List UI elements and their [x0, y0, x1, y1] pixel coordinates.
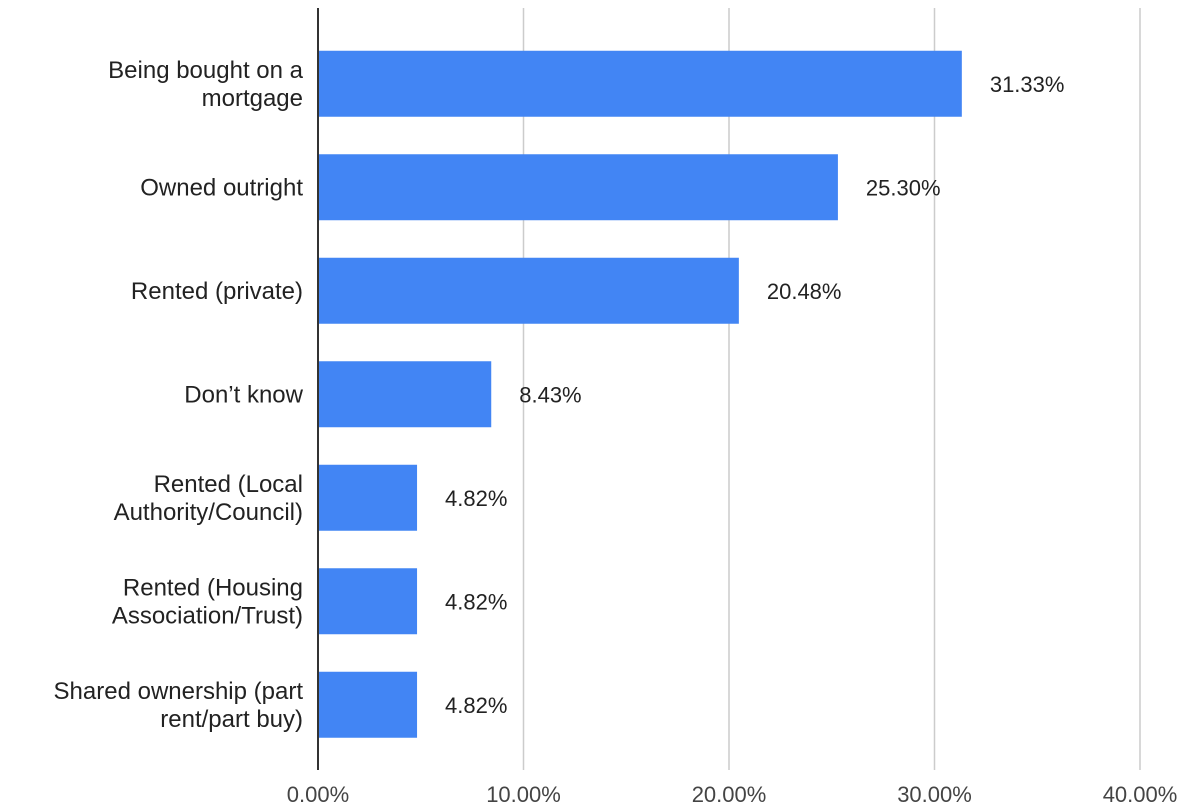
category-label-line: Don’t know — [184, 381, 303, 408]
bar — [318, 50, 962, 117]
x-tick-label: 20.00% — [692, 782, 767, 807]
category-label: Being bought on a mortgage — [108, 57, 303, 112]
category-labels: Being bought on a mortgage Owned outright R… — [54, 57, 304, 733]
bar — [318, 361, 492, 428]
category-label-line: Rented (private) — [131, 278, 303, 305]
x-tick-labels: 0.00% 10.00% 20.00% 30.00% 40.00% — [287, 782, 1178, 807]
data-label: 4.82% — [445, 486, 507, 511]
category-label-line: rent/part buy) — [160, 706, 303, 733]
data-label: 31.33% — [990, 72, 1065, 97]
category-label-line: mortgage — [202, 85, 303, 112]
bar — [318, 568, 418, 635]
category-label-line: Owned outright — [140, 174, 303, 201]
x-tick-label: 30.00% — [897, 782, 972, 807]
x-tick-label: 10.00% — [486, 782, 561, 807]
category-label: Owned outright — [140, 174, 303, 201]
category-label-line: Shared ownership (part — [54, 678, 304, 705]
category-label: Shared ownership (part rent/part buy) — [54, 678, 304, 733]
x-tick-label: 0.00% — [287, 782, 349, 807]
category-label-line: Rented (Housing — [123, 574, 303, 601]
bar — [318, 257, 739, 324]
data-label: 4.82% — [445, 693, 507, 718]
bar — [318, 671, 418, 738]
x-tick-label: 40.00% — [1103, 782, 1178, 807]
data-label: 8.43% — [519, 382, 581, 407]
data-label: 20.48% — [767, 279, 842, 304]
category-label: Rented (Local Authority/Council) — [114, 471, 303, 526]
data-label: 4.82% — [445, 589, 507, 614]
category-label-line: Association/Trust) — [112, 602, 303, 629]
category-label: Rented (Housing Association/Trust) — [112, 574, 303, 629]
category-label: Rented (private) — [131, 278, 303, 305]
data-label: 25.30% — [866, 175, 941, 200]
category-label-line: Being bought on a — [108, 57, 303, 84]
category-label-line: Rented (Local — [154, 471, 303, 498]
data-labels: 31.33% 25.30% 20.48% 8.43% 4.82% 4.82% 4.82% — [445, 72, 1064, 718]
bar — [318, 464, 418, 531]
category-label-line: Authority/Council) — [114, 499, 303, 526]
bars — [318, 50, 962, 738]
gridlines — [522, 8, 1141, 770]
bar — [318, 154, 838, 221]
category-label: Don’t know — [184, 381, 303, 408]
